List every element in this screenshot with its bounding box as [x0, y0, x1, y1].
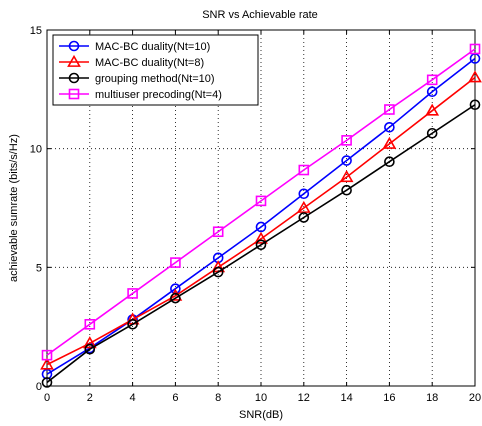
- x-tick-label: 16: [383, 392, 395, 404]
- axis-ticks: 0 2 4 6 8 10 12 14 16 18 20 0 5 10 15: [30, 25, 481, 404]
- data-point: [341, 135, 352, 146]
- x-tick-label: 8: [215, 392, 221, 404]
- data-point: [384, 156, 395, 168]
- data-point: [298, 212, 310, 223]
- data-point: [296, 200, 311, 213]
- data-point: [425, 103, 440, 116]
- data-point: [382, 136, 397, 149]
- data-point: [41, 349, 53, 361]
- series-4: [41, 43, 481, 361]
- data-point: [255, 239, 267, 251]
- series-line: [46, 48, 476, 356]
- data-point: [426, 127, 438, 139]
- legend: MAC-BC duality(Nt=10) MAC-BC duality(Nt=8…: [52, 34, 259, 106]
- legend-label: MAC-BC duality(Nt=10): [95, 41, 210, 53]
- data-point: [341, 155, 352, 166]
- y-tick-label: 15: [30, 25, 42, 37]
- x-tick-label: 18: [426, 392, 438, 404]
- data-point: [298, 188, 310, 200]
- chart-title: SNR vs Achievable rate: [202, 9, 318, 21]
- data-point: [255, 195, 267, 207]
- data-point: [298, 164, 310, 176]
- x-axis-title: SNR(dB): [239, 409, 283, 421]
- data-point: [339, 170, 354, 183]
- series-line: [46, 76, 476, 366]
- legend-swatch-marker: [68, 40, 80, 52]
- data-point: [469, 43, 481, 55]
- data-point: [468, 70, 482, 83]
- data-point: [212, 226, 224, 238]
- data-point: [212, 266, 224, 278]
- data-point: [469, 99, 481, 111]
- data-point: [127, 318, 138, 330]
- data-point: [40, 357, 54, 370]
- data-point: [170, 292, 181, 304]
- data-point: [41, 377, 53, 388]
- x-tick-label: 12: [298, 392, 310, 404]
- legend-swatch-marker: [67, 54, 81, 67]
- data-point: [127, 288, 138, 299]
- data-point: [254, 231, 268, 244]
- data-point: [426, 74, 438, 86]
- y-axis-title: achievable sumrate (bits/s/Hz): [8, 134, 20, 282]
- data-point: [170, 257, 181, 268]
- legend-swatch-marker: [68, 88, 80, 100]
- data-point: [255, 221, 267, 233]
- grid: [47, 30, 475, 386]
- legend-label: MAC-BC duality(Nt=8): [95, 57, 204, 69]
- data-point: [82, 336, 97, 349]
- x-tick-label: 4: [130, 392, 136, 404]
- data-point: [84, 343, 96, 355]
- y-tick-label: 10: [30, 144, 42, 156]
- x-tick-label: 10: [255, 392, 267, 404]
- x-tick-label: 20: [469, 392, 481, 404]
- x-tick-label: 6: [172, 392, 178, 404]
- y-tick-label: 5: [36, 262, 42, 274]
- x-tick-label: 0: [44, 392, 50, 404]
- series-group: [40, 43, 482, 388]
- x-tick-label: 14: [340, 392, 352, 404]
- series-3: [41, 99, 481, 388]
- series-2: [40, 70, 482, 370]
- data-point: [384, 122, 395, 133]
- legend-label: multiuser precoding(Nt=4): [95, 89, 222, 101]
- data-point: [84, 318, 96, 330]
- data-point: [426, 86, 438, 98]
- series-line: [46, 104, 476, 384]
- x-tick-label: 2: [87, 392, 93, 404]
- series-line: [46, 57, 476, 375]
- data-point: [384, 104, 395, 115]
- data-point: [341, 184, 352, 196]
- legend-swatch-marker: [68, 72, 80, 84]
- legend-label: grouping method(Nt=10): [95, 73, 215, 85]
- y-tick-label: 0: [36, 381, 42, 393]
